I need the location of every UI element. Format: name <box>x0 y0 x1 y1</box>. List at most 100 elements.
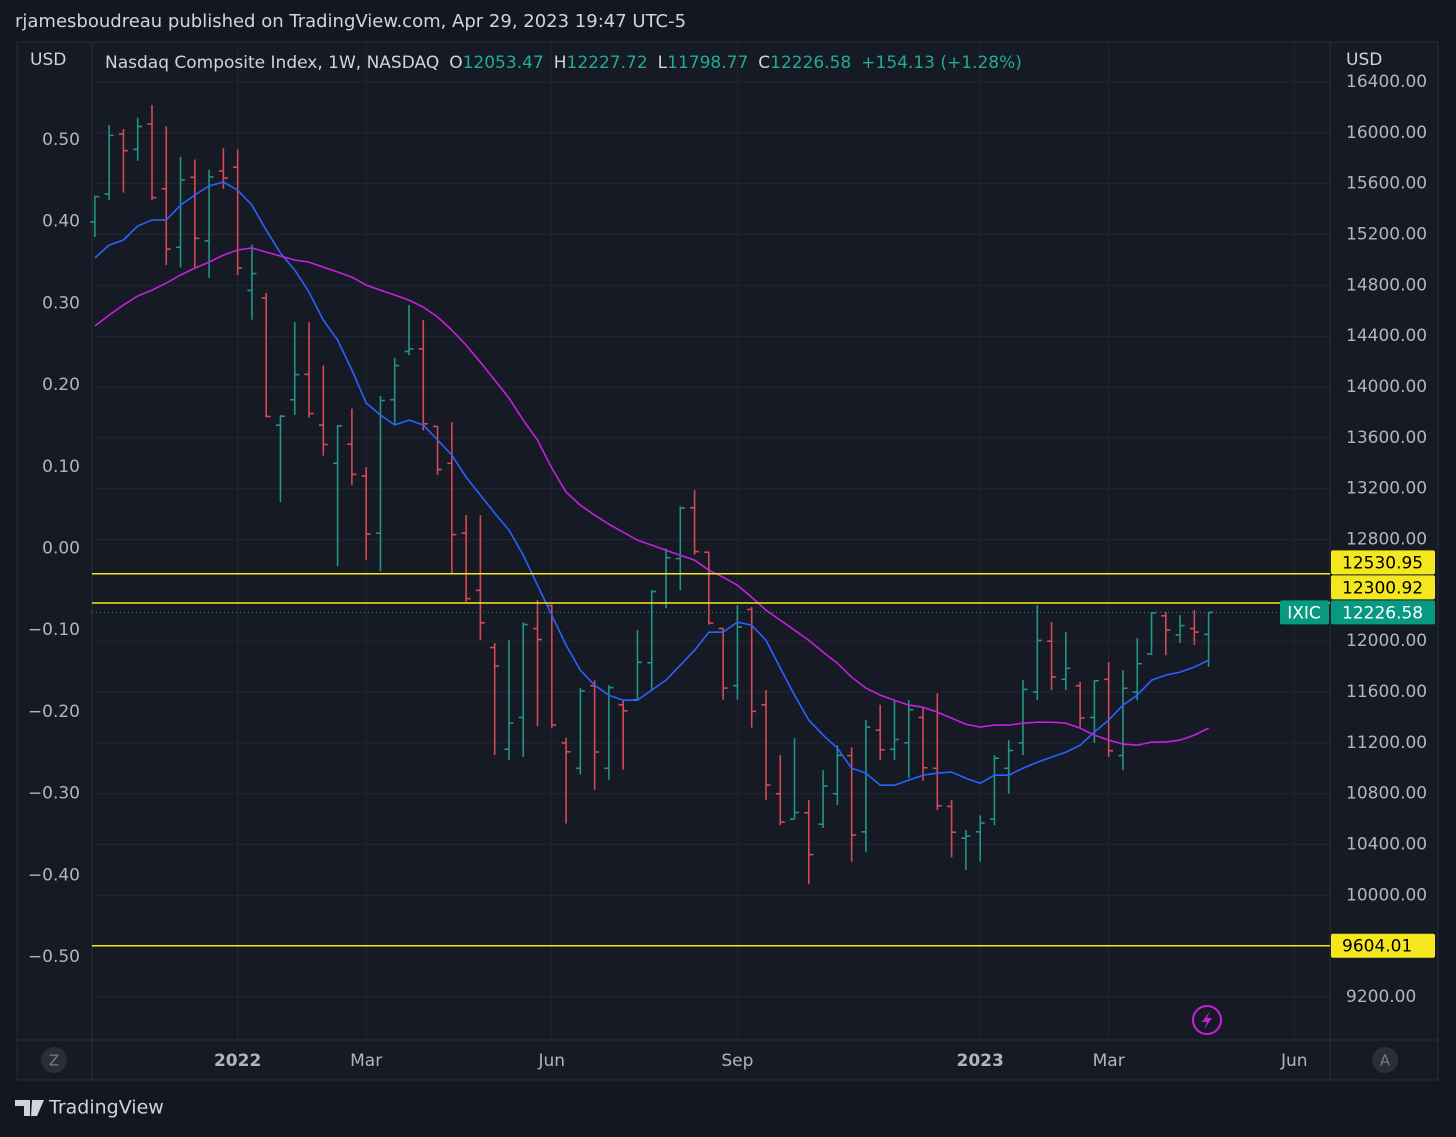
y-tick-label: 16000.00 <box>1346 123 1427 143</box>
y-tick-label: 15200.00 <box>1346 225 1427 245</box>
y-axis-label: USD <box>1346 50 1382 70</box>
y-tick-label: 15600.00 <box>1346 174 1427 194</box>
zoom-button[interactable] <box>41 1047 67 1073</box>
alert-icon[interactable] <box>1192 1005 1222 1035</box>
price-label-bg <box>1331 575 1435 600</box>
ohlc-bar <box>176 157 186 268</box>
ohlc-bar <box>1032 605 1042 701</box>
ohlc-bar <box>247 244 257 320</box>
x-tick-label: Mar <box>1093 1051 1125 1071</box>
ohlc-bar <box>461 515 471 602</box>
price-label: 12300.92 <box>1342 578 1423 598</box>
x-tick-label: Mar <box>350 1051 382 1071</box>
legend-h: H <box>554 53 567 73</box>
ohlc-bar <box>604 685 614 780</box>
y2-tick-label: 0.50 <box>42 130 80 150</box>
ohlc-bar <box>433 425 443 475</box>
ohlc-bar <box>1104 662 1114 757</box>
ohlc-bar <box>1018 680 1028 756</box>
y2-axis-label: USD <box>30 50 66 70</box>
ohlc-bar <box>118 129 128 193</box>
ohlc-bar <box>504 640 514 761</box>
legend-high: 12227.72 <box>567 53 648 73</box>
x-tick-label: Jun <box>538 1051 566 1071</box>
y2-tick-label: 0.10 <box>42 457 80 477</box>
ohlc-bar <box>790 738 800 820</box>
ohlc-bar <box>1075 681 1085 727</box>
ohlc-bar <box>261 292 271 418</box>
ohlc-bar <box>390 357 400 426</box>
y-tick-label: 16400.00 <box>1346 72 1427 92</box>
axes: 16400.00 16000.00 15600.00 15200.00 14800.00… <box>28 72 1435 1071</box>
ohlc-bar <box>533 600 543 727</box>
y2-tick-label: −0.20 <box>28 702 80 722</box>
auto-button[interactable] <box>1372 1047 1398 1073</box>
ohlc-bar <box>1004 740 1014 794</box>
legend: Nasdaq Composite Index, 1W, NASDAQ O12053… <box>105 53 1022 73</box>
y-tick-label: 11600.00 <box>1346 682 1427 702</box>
ohlc-bar <box>747 606 757 728</box>
zoom-label[interactable]: Z <box>49 1052 59 1070</box>
ohlc-bar <box>190 159 200 268</box>
y2-tick-label: 0.40 <box>42 212 80 232</box>
ohlc-bar <box>347 408 357 485</box>
ohlc-bar <box>1175 615 1185 644</box>
ohlc-bar <box>861 719 871 853</box>
price-label-bg <box>1331 550 1435 575</box>
legend-o: O <box>449 53 462 73</box>
ohlc-bar <box>761 690 771 801</box>
ohlc-bar <box>618 699 628 770</box>
plot <box>90 104 1330 947</box>
ohlc-bar <box>361 467 371 560</box>
ohlc-bar <box>818 770 828 829</box>
y-tick-label: 11200.00 <box>1346 733 1427 753</box>
price-label-bg <box>1331 600 1435 625</box>
ohlc-bar <box>1047 622 1057 691</box>
ohlc-bar <box>732 605 742 700</box>
legend-l: L <box>658 53 668 73</box>
symbol-label: IXIC <box>1287 603 1321 623</box>
ohlc-bar <box>561 737 571 824</box>
ohlc-bar <box>1118 670 1128 771</box>
ohlc-bar <box>104 125 114 201</box>
ohlc-bar <box>1161 612 1171 656</box>
ohlc-bar <box>447 422 457 574</box>
ohlc-bar <box>490 643 500 755</box>
y-tick-label: 14000.00 <box>1346 377 1427 397</box>
ohlc-bar <box>290 322 300 415</box>
legend-title: Nasdaq Composite Index, 1W, NASDAQ <box>105 53 439 73</box>
y2-tick-label: −0.50 <box>28 947 80 967</box>
ohlc-bar <box>1132 638 1142 701</box>
ohlc-bar <box>832 745 842 806</box>
y2-tick-label: 0.30 <box>42 293 80 313</box>
publish-header: rjamesboudreau published on TradingView.… <box>15 11 686 32</box>
y2-tick-label: 0.20 <box>42 375 80 395</box>
ohlc-bar <box>590 680 600 790</box>
brand-name: TradingView <box>48 1097 164 1119</box>
y-tick-label: 10800.00 <box>1346 784 1427 804</box>
y-tick-label: 10400.00 <box>1346 835 1427 855</box>
y-tick-label: 12800.00 <box>1346 530 1427 550</box>
legend-c: C <box>758 53 770 73</box>
symbol-label-bg <box>1280 600 1329 625</box>
ohlc-bar <box>575 688 585 775</box>
ohlc-bar <box>161 126 171 266</box>
ohlc-bar <box>975 815 985 862</box>
ohlc-bar <box>847 747 857 862</box>
y-tick-label: 14800.00 <box>1346 275 1427 295</box>
ohlc-bar <box>518 622 528 757</box>
ohlc-bar <box>904 700 914 778</box>
ohlc-bar <box>947 800 957 858</box>
ohlc-bar <box>304 322 314 418</box>
y2-tick-label: −0.30 <box>28 784 80 804</box>
legend-change: +154.13 (+1.28%) <box>861 53 1022 73</box>
y-tick-label: 10000.00 <box>1346 885 1427 905</box>
ohlc-bar <box>475 515 485 640</box>
ohlc-bar <box>318 365 328 456</box>
ohlc-bar <box>918 707 928 782</box>
x-tick-label: 2022 <box>214 1051 261 1071</box>
auto-label[interactable]: A <box>1380 1052 1391 1070</box>
ohlc-bar <box>875 704 885 761</box>
y-tick-label: 9200.00 <box>1346 987 1416 1007</box>
